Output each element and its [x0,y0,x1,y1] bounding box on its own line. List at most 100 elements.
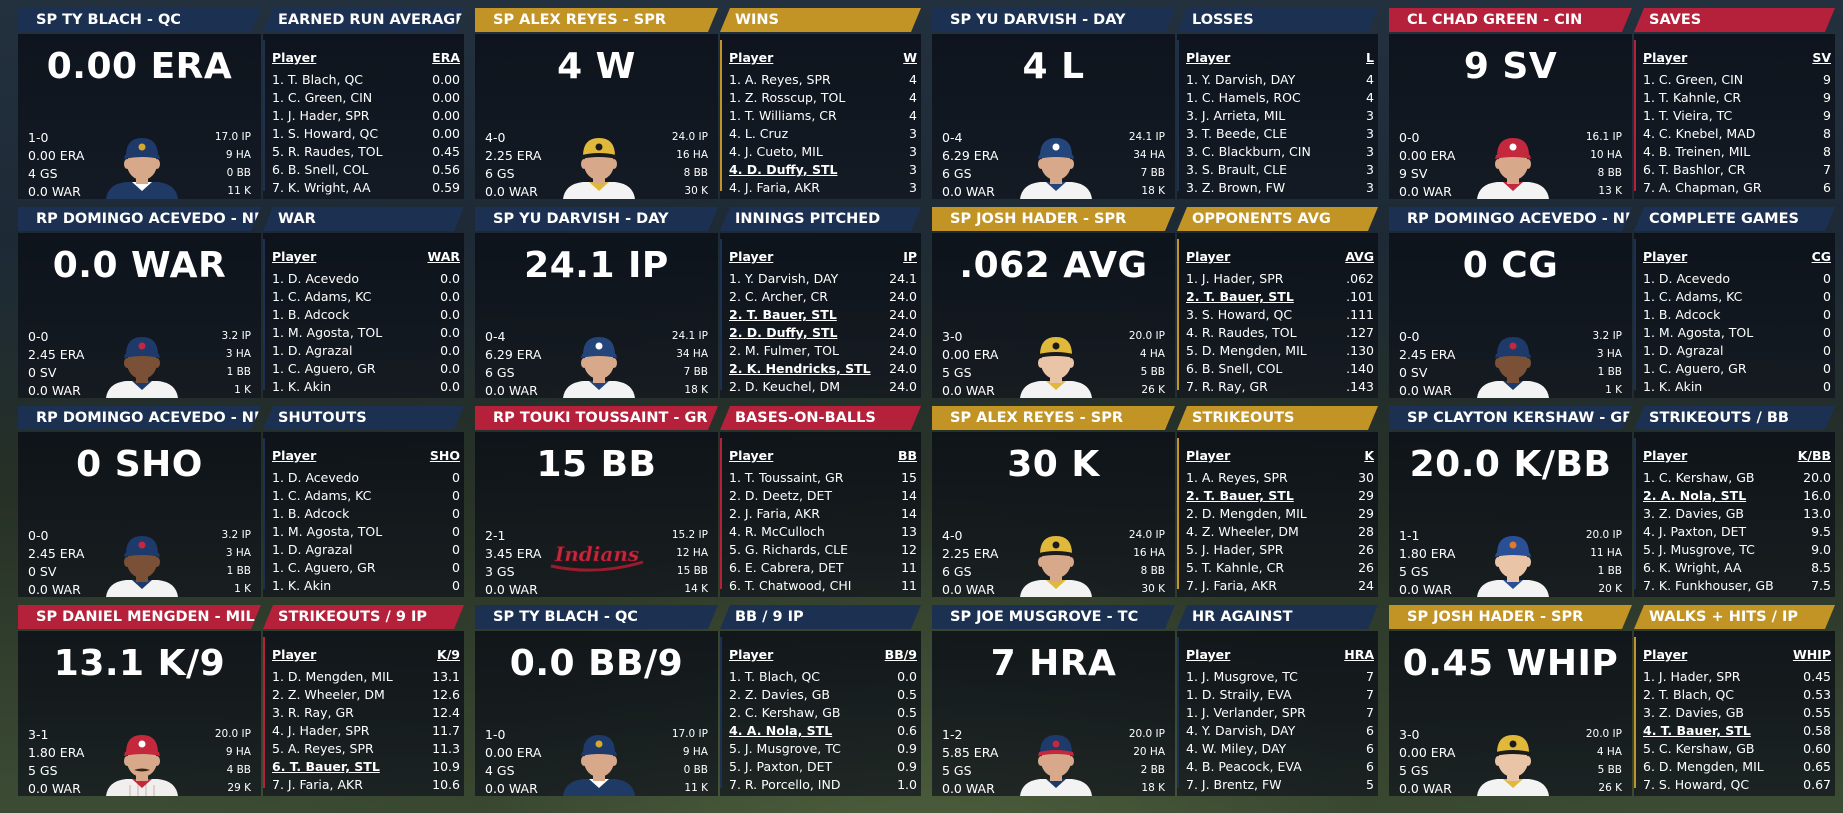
table-row[interactable]: 3. R. Ray, GR 12.4 [272,705,460,723]
table-row[interactable]: 2. T. Bauer, STL 24.0 [729,307,917,325]
table-row[interactable]: 4. J. Paxton, DET 9.5 [1643,524,1831,542]
player-name[interactable]: 1. T. Williams, CR [729,108,837,123]
leader-card[interactable]: CL CHAD GREEN - CIN SAVES 9 SV 0-0 0.00 ERA 9… [1389,8,1835,199]
player-name[interactable]: 4. R. McCulloch [729,524,825,539]
table-row[interactable]: 3. S. Brault, CLE 3 [1186,162,1374,180]
table-row[interactable]: 1. C. Hamels, ROC 4 [1186,90,1374,108]
player-panel[interactable]: 0 SHO 0-0 2.45 ERA 0 SV 0.0 WAR 3.2 IP 3 HA 1 B… [18,432,261,597]
table-row[interactable]: 4. B. Peacock, EVA 6 [1186,759,1374,777]
player-name[interactable]: 1. S. Howard, QC [272,126,379,141]
player-name[interactable]: 1. M. Agosta, TOL [1643,325,1754,340]
player-panel[interactable]: 15 BB 2-1 3.45 ERA 3 GS 0.0 WAR 15.2 IP 12 HA 1… [475,432,718,597]
player-name[interactable]: 1. T. Kahnle, CR [1643,90,1742,105]
player-name[interactable]: 2. A. Nola, STL [1643,488,1747,503]
table-row[interactable]: 1. T. Blach, QC 0.00 [272,72,460,90]
player-name[interactable]: 7. K. Funkhouser, GB [1643,578,1774,593]
player-name[interactable]: 6. T. Chatwood, CHI [729,578,852,593]
player-name[interactable]: 6. E. Cabrera, DET [729,560,844,575]
player-panel[interactable]: 0.0 WAR 0-0 2.45 ERA 0 SV 0.0 WAR 3.2 IP 3 HA 1… [18,233,261,398]
table-row[interactable]: 4. Z. Wheeler, DM 28 [1186,524,1374,542]
player-panel[interactable]: 9 SV 0-0 0.00 ERA 9 SV 0.0 WAR 16.1 IP 10 HA 8 … [1389,34,1632,199]
table-row[interactable]: 1. C. Green, CIN 0.00 [272,90,460,108]
table-row[interactable]: 4. D. Duffy, STL 3 [729,162,917,180]
player-panel[interactable]: 13.1 K/9 3-1 1.80 ERA 5 GS 0.0 WAR 20.0 IP 9 H… [18,631,261,796]
player-name[interactable]: 7. R. Porcello, IND [729,777,841,792]
table-row[interactable]: 1. D. Acevedo 0 [1643,271,1831,289]
player-name[interactable]: 6. T. Bashlor, CR [1643,162,1746,177]
player-name[interactable]: 5. T. Kahnle, CR [1186,560,1285,575]
table-row[interactable]: 7. J. Faria, AKR 24 [1186,578,1374,596]
player-name[interactable]: 1. J. Hader, SPR [1186,271,1284,286]
leader-card[interactable]: SP DANIEL MENGDEN - MIL STRIKEOUTS / 9 IP… [18,605,464,796]
player-panel[interactable]: 0.00 ERA 1-0 0.00 ERA 4 GS 0.0 WAR 17.0 IP 9 H… [18,34,261,199]
player-name[interactable]: 5. J. Musgrove, TC [1643,542,1755,557]
table-row[interactable]: 1. T. Kahnle, CR 9 [1643,90,1831,108]
table-row[interactable]: 7. R. Porcello, IND 1.0 [729,777,917,795]
table-row[interactable]: 1. C. Aguero, GR 0.0 [272,361,460,379]
player-panel[interactable]: 0.45 WHIP 3-0 0.00 ERA 5 GS 0.0 WAR 20.0 IP 4 … [1389,631,1632,796]
table-row[interactable]: 2. C. Kershaw, GB 0.5 [729,705,917,723]
player-name[interactable]: 5. R. Raudes, TOL [272,144,383,159]
player-name[interactable]: 3. Z. Brown, FW [1186,180,1286,195]
table-row[interactable]: 1. D. Acevedo 0.0 [272,271,460,289]
player-name[interactable]: 1. B. Adcock [272,506,350,521]
player-title[interactable]: SP ALEX REYES - SPR [932,406,1175,430]
player-name[interactable]: 2. C. Archer, CR [729,289,828,304]
table-row[interactable]: 2. T. Blach, QC 0.53 [1643,687,1831,705]
table-row[interactable]: 1. K. Akin 0 [272,578,460,596]
table-row[interactable]: 5. A. Reyes, SPR 11.3 [272,741,460,759]
player-name[interactable]: 4. D. Duffy, STL [729,162,838,177]
player-name[interactable]: 6. B. Snell, COL [272,162,369,177]
table-row[interactable]: 2. D. Keuchel, DM 24.0 [729,379,917,397]
table-row[interactable]: 6. B. Snell, COL 0.56 [272,162,460,180]
table-row[interactable]: 6. E. Cabrera, DET 11 [729,560,917,578]
player-name[interactable]: 2. M. Fulmer, TOL [729,343,839,358]
player-name[interactable]: 4. C. Knebel, MAD [1643,126,1756,141]
player-name[interactable]: 1. D. Acevedo [1643,271,1731,286]
player-name[interactable]: 2. D. Keuchel, DM [729,379,840,394]
player-name[interactable]: 4. T. Bauer, STL [1643,723,1751,738]
player-name[interactable]: 7. R. Ray, GR [1186,379,1268,394]
player-title[interactable]: SP JOSH HADER - SPR [1389,605,1632,629]
table-row[interactable]: 4. B. Treinen, MIL 8 [1643,144,1831,162]
table-row[interactable]: 5. J. Paxton, DET 0.9 [729,759,917,777]
player-name[interactable]: 7. A. Chapman, GR [1643,180,1762,195]
player-title[interactable]: RP DOMINGO ACEVEDO - NRL [18,406,261,430]
leader-card[interactable]: SP YU DARVISH - DAY LOSSES 4 L 0-4 6.29 ERA 6… [932,8,1378,199]
player-name[interactable]: 1. Y. Darvish, DAY [729,271,839,286]
table-row[interactable]: 1. Z. Rosscup, TOL 4 [729,90,917,108]
player-name[interactable]: 5. J. Paxton, DET [729,759,833,774]
table-row[interactable]: 1. D. Mengden, MIL 13.1 [272,669,460,687]
player-panel[interactable]: 7 HRA 1-2 5.85 ERA 5 GS 0.0 WAR 20.0 IP 20 HA 2… [932,631,1175,796]
player-name[interactable]: 5. D. Mengden, MIL [1186,343,1307,358]
table-row[interactable]: 2. D. Deetz, DET 14 [729,488,917,506]
player-name[interactable]: 1. C. Green, CIN [272,90,373,105]
leader-card[interactable]: SP ALEX REYES - SPR WINS 4 W 4-0 2.25 ERA 6 G… [475,8,921,199]
leader-card[interactable]: SP JOSH HADER - SPR WALKS + HITS / IP 0.45… [1389,605,1835,796]
player-name[interactable]: 5. C. Kershaw, GB [1643,741,1755,756]
table-row[interactable]: 4. W. Miley, DAY 6 [1186,741,1374,759]
player-name[interactable]: 2. T. Blach, QC [1643,687,1735,702]
player-name[interactable]: 1. D. Agrazal [1643,343,1724,358]
leader-card[interactable]: SP ALEX REYES - SPR STRIKEOUTS 30 K 4-0 2.25… [932,406,1378,597]
player-name[interactable]: 5. G. Richards, CLE [729,542,849,557]
table-row[interactable]: 5. T. Kahnle, CR 26 [1186,560,1374,578]
table-row[interactable]: 4. J. Hader, SPR 11.7 [272,723,460,741]
table-row[interactable]: 6. K. Wright, AA 8.5 [1643,560,1831,578]
player-name[interactable]: 4. B. Treinen, MIL [1643,144,1751,159]
table-row[interactable]: 1. B. Adcock 0 [1643,307,1831,325]
table-row[interactable]: 1. D. Agrazal 0 [1643,343,1831,361]
table-row[interactable]: 3. T. Beede, CLE 3 [1186,126,1374,144]
player-name[interactable]: 7. J. Brentz, FW [1186,777,1282,792]
player-name[interactable]: 1. K. Akin [1643,379,1703,394]
player-panel[interactable]: 0 CG 0-0 2.45 ERA 0 SV 0.0 WAR 3.2 IP 3 HA 1 BB… [1389,233,1632,398]
table-row[interactable]: 1. J. Hader, SPR 0.45 [1643,669,1831,687]
player-name[interactable]: 4. A. Nola, STL [729,723,833,738]
player-title[interactable]: SP YU DARVISH - DAY [932,8,1175,32]
player-name[interactable]: 1. J. Hader, SPR [1643,669,1741,684]
player-title[interactable]: RP TOUKI TOUSSAINT - GR [475,406,718,430]
table-row[interactable]: 4. R. Raudes, TOL .127 [1186,325,1374,343]
table-row[interactable]: 4. T. Bauer, STL 0.58 [1643,723,1831,741]
table-row[interactable]: 1. T. Williams, CR 4 [729,108,917,126]
leader-card[interactable]: RP DOMINGO ACEVEDO - NRL SHUTOUTS 0 SHO 0-0… [18,406,464,597]
